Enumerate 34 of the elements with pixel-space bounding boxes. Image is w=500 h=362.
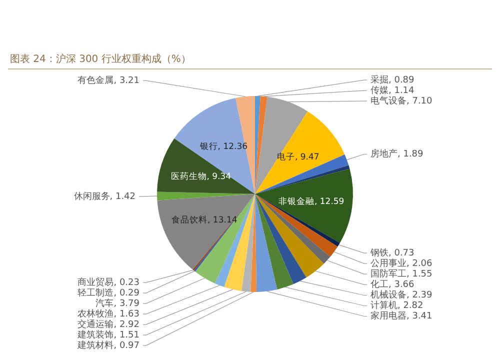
slice-label: 医药生物, 9.34 bbox=[170, 170, 232, 182]
slice-label: 银行, 12.36 bbox=[198, 140, 248, 152]
slice-label: 汽车, 3.79 bbox=[96, 298, 140, 309]
pie-slice bbox=[255, 165, 350, 194]
pie-slice bbox=[255, 111, 345, 194]
slice-label: 商业贸易, 0.23 bbox=[78, 276, 140, 288]
pie-slice bbox=[255, 96, 268, 194]
slice-label: 电气设备, 7.10 bbox=[370, 95, 433, 107]
slice-label: 轻工制造, 0.29 bbox=[78, 287, 140, 298]
pie-slice bbox=[241, 194, 255, 292]
slice-label: 交通运输, 2.92 bbox=[78, 318, 140, 330]
slice-label: 建筑装饰, 1.51 bbox=[76, 329, 140, 340]
slice-label: 公用事业, 2.06 bbox=[370, 258, 433, 270]
pie-slice bbox=[255, 194, 306, 284]
slice-label: 化工, 3.66 bbox=[370, 279, 415, 290]
slice-label: 农林牧渔, 1.63 bbox=[78, 308, 140, 320]
pie-slice bbox=[214, 194, 255, 288]
pie-slice bbox=[255, 154, 349, 194]
slice-label: 休闲服务, 1.42 bbox=[74, 190, 136, 202]
slice-label: 采掘, 0.89 bbox=[370, 74, 415, 86]
slice-label: 机械设备, 2.39 bbox=[370, 290, 433, 301]
slice-label: 有色金属, 3.21 bbox=[78, 75, 140, 86]
pie-slice bbox=[157, 194, 255, 270]
slice-label: 电子, 9.47 bbox=[276, 151, 320, 162]
pie-slice bbox=[255, 194, 278, 292]
slice-label: 房地产, 1.89 bbox=[370, 148, 424, 160]
slice-label: 计算机, 2.82 bbox=[370, 300, 424, 312]
slice-label: 建筑材料, 0.97 bbox=[76, 340, 140, 351]
slice-label: 家用电器, 3.41 bbox=[370, 310, 432, 322]
slice-label: 国防军工, 1.55 bbox=[370, 268, 432, 280]
slice-label: 传媒, 1.14 bbox=[370, 84, 415, 96]
slice-label: 非银金融, 12.59 bbox=[278, 196, 344, 207]
slice-label: 钢铁, 0.73 bbox=[370, 248, 414, 259]
chart-title: 图表 24：沪深 300 行业权重构成（%） bbox=[10, 53, 191, 65]
